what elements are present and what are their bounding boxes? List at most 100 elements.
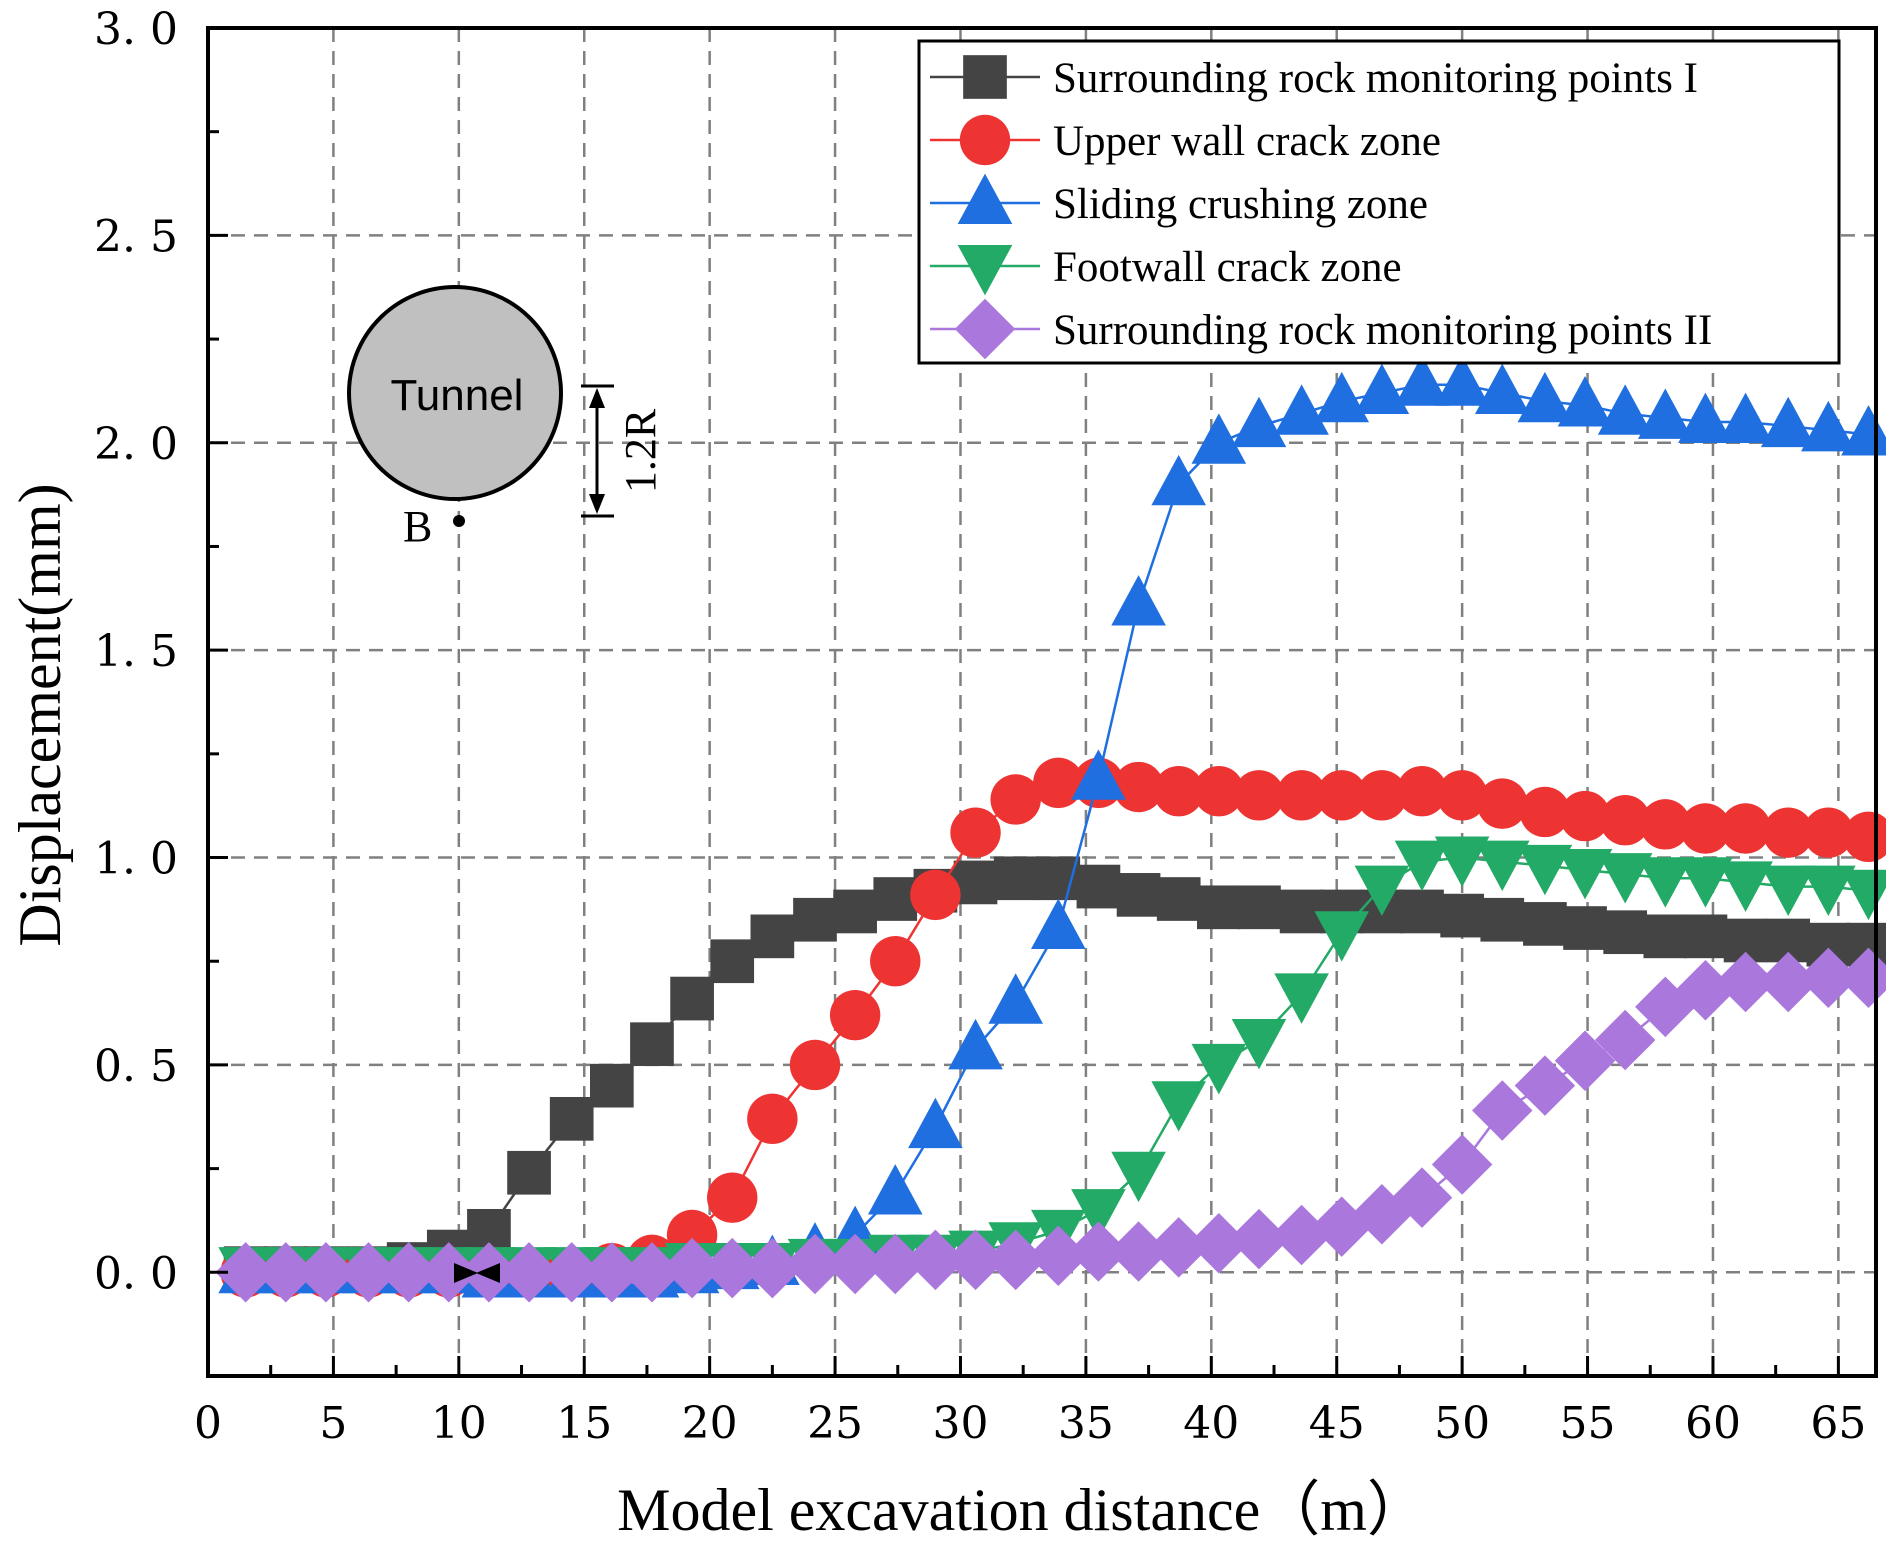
data-point <box>1031 898 1086 950</box>
data-point <box>1394 840 1450 892</box>
data-point <box>1563 906 1607 950</box>
point-b-dot <box>453 515 465 527</box>
x-tick-label: 20 <box>682 1398 738 1449</box>
data-point <box>1803 807 1854 858</box>
data-point <box>1480 897 1525 942</box>
data-point <box>950 807 1001 858</box>
data-point <box>1036 856 1081 901</box>
data-point <box>990 774 1041 825</box>
data-point <box>1597 384 1653 435</box>
distance-arrow <box>581 384 614 518</box>
data-point <box>1354 865 1410 916</box>
data-point <box>541 1242 602 1303</box>
data-point <box>581 1242 643 1303</box>
data-point <box>378 1242 439 1303</box>
data-point <box>1757 951 1819 1013</box>
data-point <box>707 1172 758 1223</box>
x-axis-title: Model excavation distance（m） <box>617 1477 1427 1543</box>
data-point <box>1517 371 1573 423</box>
data-point <box>710 939 755 984</box>
data-point <box>1523 902 1567 946</box>
data-point <box>1683 914 1728 959</box>
data-point <box>1434 836 1490 887</box>
data-point <box>1396 765 1448 817</box>
data-point <box>985 1229 1046 1291</box>
data-point <box>1801 400 1856 452</box>
data-point <box>1594 1009 1656 1071</box>
data-point <box>1638 388 1693 439</box>
data-point <box>1394 355 1450 406</box>
data-point <box>829 989 881 1041</box>
data-point <box>1033 757 1084 809</box>
data-point <box>867 1164 923 1215</box>
data-point <box>1153 765 1204 817</box>
data-point <box>1715 951 1776 1013</box>
data-point <box>1760 865 1816 916</box>
legend-label: Sliding crushing zone <box>1053 181 1428 228</box>
data-point <box>750 914 795 959</box>
data-point <box>1434 355 1490 406</box>
data-point <box>908 1097 963 1149</box>
data-point <box>630 1022 674 1067</box>
data-point <box>1231 1019 1287 1070</box>
data-point <box>338 1242 399 1303</box>
legend-marker <box>963 55 1007 99</box>
x-tick-label: 40 <box>1183 1398 1239 1449</box>
data-point <box>1314 911 1370 962</box>
data-point <box>1680 803 1731 854</box>
y-tick-label: 3. 0 <box>94 4 178 55</box>
y-tick-label: 1. 0 <box>94 834 178 885</box>
data-point <box>1557 376 1613 427</box>
x-tick-label: 55 <box>1560 1398 1616 1449</box>
axis-ticks <box>206 26 1840 1376</box>
y-tick-label: 0. 5 <box>94 1041 178 1092</box>
data-point <box>621 1242 683 1303</box>
data-point <box>1635 976 1696 1038</box>
data-point <box>1111 1151 1166 1203</box>
legend-item: Footwall crack zone <box>930 244 1402 296</box>
y-tick-label: 0. 0 <box>94 1248 178 1299</box>
data-point <box>295 1242 357 1303</box>
data-point <box>1400 889 1444 934</box>
x-tick-label: 0 <box>194 1398 222 1449</box>
data-point <box>1191 1043 1247 1095</box>
data-point <box>948 1018 1003 1070</box>
data-point <box>1599 795 1651 846</box>
y-tick-label: 1. 5 <box>94 626 178 677</box>
legend-item: Sliding crushing zone <box>930 173 1428 228</box>
legend-items: Surrounding rock monitoring points I Uppe… <box>930 55 1712 360</box>
data-point <box>1718 861 1773 912</box>
data-point <box>701 1237 763 1299</box>
data-point <box>1276 770 1327 821</box>
legend-marker <box>957 173 1013 224</box>
data-point <box>1156 877 1201 921</box>
legend-item: Upper wall crack zone <box>930 114 1441 166</box>
data-point <box>1228 1208 1290 1270</box>
legend-label: Surrounding rock monitoring points II <box>1053 307 1712 354</box>
data-point <box>1188 1213 1250 1274</box>
data-point <box>418 1242 480 1303</box>
data-point <box>1640 799 1691 850</box>
data-point <box>1113 761 1164 813</box>
data-point <box>255 1242 316 1303</box>
data-point <box>1760 396 1816 448</box>
tick-labels: 0 5 10 15 20 25 30 35 40 45 50 55 60 65 0. 0 0. 5 1. 0 1.… <box>94 4 1866 1449</box>
x-tick-label: 15 <box>556 1398 612 1449</box>
legend-label: Surrounding rock monitoring points I <box>1053 55 1698 102</box>
tunnel-label: Tunnel <box>391 371 524 420</box>
data-point <box>873 877 918 921</box>
data-point <box>1678 392 1733 444</box>
x-tick-label: 45 <box>1309 1398 1365 1449</box>
data-point <box>1028 1225 1089 1286</box>
data-point <box>1675 960 1736 1021</box>
data-point <box>1597 853 1653 904</box>
data-point <box>793 897 837 942</box>
data-point <box>1196 885 1241 930</box>
data-point <box>1678 857 1733 908</box>
data-point <box>1477 778 1528 829</box>
y-axis-title: Displacement(mm) <box>7 483 73 946</box>
data-point <box>1151 454 1207 506</box>
data-point <box>1274 973 1329 1024</box>
legend-box <box>917 39 1841 365</box>
plot-frame <box>206 26 1878 1378</box>
